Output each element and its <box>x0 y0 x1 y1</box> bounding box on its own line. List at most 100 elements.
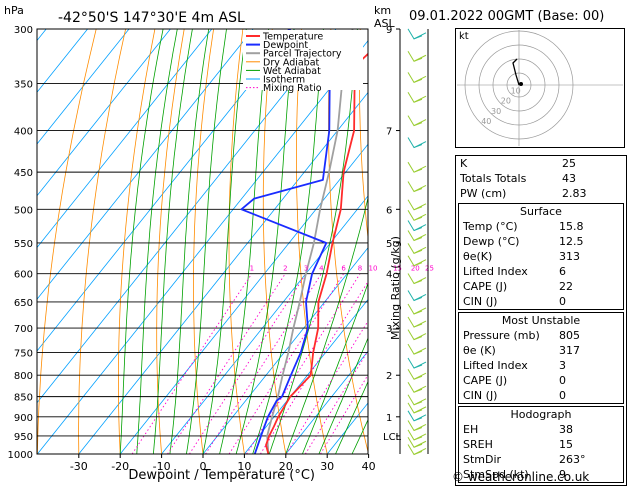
pressure-tick-label: 400 <box>14 127 33 138</box>
index-value: 43 <box>562 172 576 185</box>
index-label: SREH <box>463 438 493 451</box>
wind-barb-shaft <box>413 333 427 341</box>
indices-panel: K 25 Totals Totals 43 PW (cm) 2.83 Surface Te… <box>455 155 627 486</box>
wind-barb-shaft <box>413 141 427 148</box>
index-value: 263° <box>559 453 586 466</box>
wind-barb <box>407 181 423 193</box>
pressure-tick-label: 650 <box>14 298 33 309</box>
wind-barb <box>407 343 423 355</box>
legend-box <box>243 30 363 90</box>
isotherm-line <box>285 350 368 454</box>
copyright-footer: © weatheronline.co.uk <box>452 470 590 484</box>
index-label: Dewp (°C) <box>463 235 520 248</box>
legend-entry: Dry Adiabat <box>263 57 320 68</box>
wind-barb <box>407 72 423 83</box>
wind-barb <box>407 28 423 40</box>
index-row: Temp (°C) 15.8 <box>459 219 623 234</box>
wind-barb-shaft <box>413 203 427 211</box>
index-value: 9 <box>559 468 566 481</box>
chart-grid <box>37 29 368 454</box>
index-value: 805 <box>559 329 580 342</box>
hodograph-ring <box>492 58 546 112</box>
wind-barb-shaft <box>413 95 427 103</box>
pressure-tick-label: 1000 <box>8 450 33 461</box>
index-row: θe(K) 313 <box>459 249 623 264</box>
dry-adiabat-line <box>193 29 214 454</box>
datetime-title: 09.01.2022 00GMT (Base: 00) <box>409 9 604 24</box>
index-row: Dewp (°C) 12.5 <box>459 234 623 249</box>
mixing-ratio-label: 15 <box>393 265 402 273</box>
pressure-tick-label: 450 <box>14 168 33 179</box>
wind-barb-shaft <box>413 294 427 301</box>
index-label: θe (K) <box>463 344 496 357</box>
mixing-ratio-label: 1 <box>250 265 254 273</box>
dry-adiabat-line <box>228 29 245 454</box>
legend-entry: Dewpoint <box>263 40 308 51</box>
index-label: Totals Totals <box>460 172 527 185</box>
isotherm-line <box>37 29 213 249</box>
isotherm-line <box>244 298 368 454</box>
index-label: Lifted Index <box>463 359 528 372</box>
hodograph-title: Hodograph <box>510 408 572 421</box>
index-label: PW (cm) <box>460 187 507 200</box>
km-tick-label: 1 <box>386 413 392 424</box>
index-row: Pressure (mb) 805 <box>459 328 623 343</box>
index-value: 6 <box>559 265 566 278</box>
x-tick-label: -10 <box>153 460 171 473</box>
pressure-tick-label: 950 <box>14 432 33 443</box>
index-row: CAPE (J) 0 <box>459 373 623 388</box>
wind-barb <box>407 199 423 211</box>
pressure-tick-label: 900 <box>14 413 33 424</box>
wind-barb-shaft <box>413 307 427 315</box>
legend-entry: Temperature <box>262 32 323 43</box>
mixing-ratio-label: 25 <box>425 265 434 273</box>
x-tick-label: 40 <box>362 460 376 473</box>
index-label: CIN (J) <box>463 389 498 402</box>
wind-barb <box>407 444 423 456</box>
wind-barb <box>407 115 423 127</box>
km-tick-label: 4 <box>386 270 392 281</box>
index-value: 0 <box>559 389 566 402</box>
wind-barb-shaft <box>413 433 427 441</box>
pressure-tick-label: 800 <box>14 371 33 382</box>
index-row: Totals Totals 43 <box>456 171 626 186</box>
mixing-ratio-line <box>167 273 286 454</box>
index-label: Temp (°C) <box>463 220 518 233</box>
index-row: SREH 15 <box>459 437 623 452</box>
wind-barb-shaft <box>413 398 427 406</box>
x-tick-label: 10 <box>237 460 251 473</box>
wet-adiabat-line <box>186 29 227 454</box>
wind-barb-shaft <box>413 448 427 455</box>
isotherm-line <box>37 29 337 404</box>
dry-adiabat-line <box>37 29 97 454</box>
km-tick-label: LCL <box>383 432 402 443</box>
index-row: θe (K) 317 <box>459 343 623 358</box>
hodograph-ring-label: 40 <box>481 117 491 126</box>
y-axis-label-mixing-ratio: Mixing Ratio (g/kg) <box>389 236 402 340</box>
km-tick-label: 3 <box>386 324 392 335</box>
chart-axes: 3003504004505005506006507007508008509009… <box>8 25 376 473</box>
index-label: K <box>460 157 468 170</box>
surface-title: Surface <box>520 205 562 218</box>
legend-entry: Wet Adiabat <box>263 66 321 77</box>
dry-adiabat-line <box>118 29 156 454</box>
km-tick-label: 6 <box>386 205 392 216</box>
wet-adiabat-line <box>335 380 368 454</box>
hodograph-trace <box>512 58 520 86</box>
index-value: 15 <box>559 438 573 451</box>
index-value: 22 <box>559 280 573 293</box>
mixing-ratio-label: 3 <box>304 265 308 273</box>
km-tick-label: 7 <box>386 127 392 138</box>
mixing-ratio-label: 2 <box>283 265 287 273</box>
isotherm-line <box>37 29 295 352</box>
mixing-ratio-label: 20 <box>411 265 420 273</box>
wind-barb <box>407 357 423 369</box>
wind-barb <box>407 316 423 328</box>
surface-section: Surface Temp (°C) 15.8 Dewp (°C) 12.5 θe(K) 3… <box>458 203 624 310</box>
wind-barb <box>407 303 423 315</box>
wet-adiabat-line <box>318 336 368 454</box>
height-unit: km <box>374 4 391 17</box>
